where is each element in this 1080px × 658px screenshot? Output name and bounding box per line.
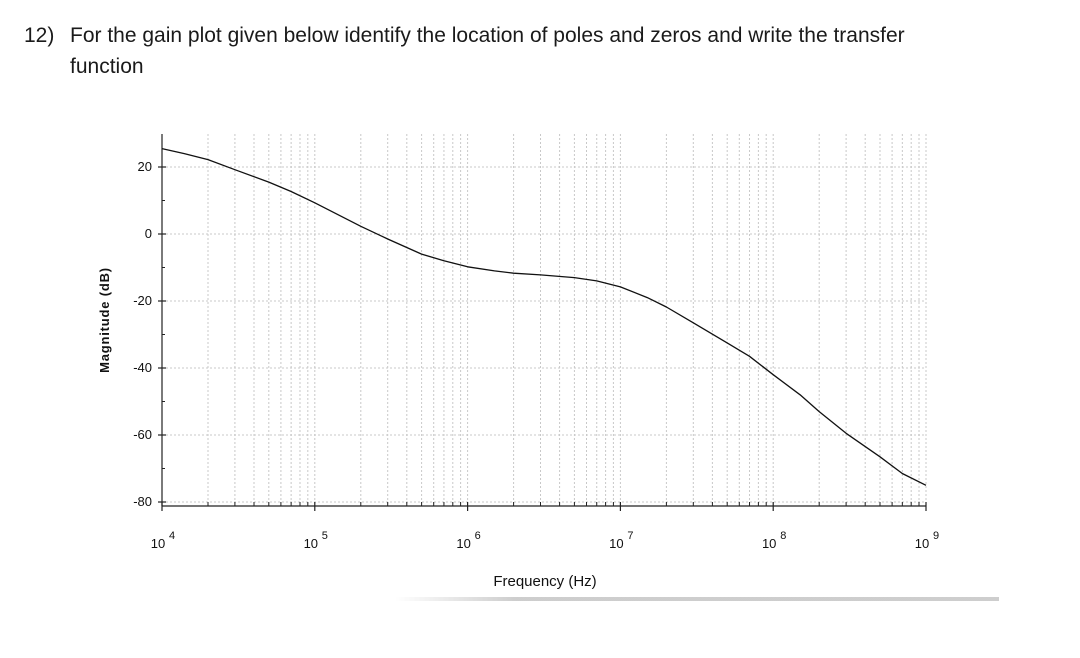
x-tick-label-base: 10	[151, 536, 165, 551]
x-tick-label-exponent: 5	[322, 530, 328, 542]
y-tick-label: -40	[133, 360, 152, 375]
x-tick-label-base: 10	[762, 536, 776, 551]
x-tick-label-base: 10	[609, 536, 623, 551]
y-tick-label: -20	[133, 293, 152, 308]
magnitude-curve	[161, 147, 927, 486]
question-line-1: For the gain plot given below identify t…	[70, 24, 905, 47]
x-tick-label-exponent: 4	[169, 530, 175, 542]
x-tick-label-base: 10	[304, 536, 318, 551]
x-tick-label-exponent: 7	[627, 530, 633, 542]
x-axis-label: Frequency (Hz)	[493, 573, 596, 590]
x-tick-label-exponent: 8	[780, 530, 786, 542]
y-tick-label: -60	[133, 427, 152, 442]
x-tick-label-base: 10	[456, 536, 470, 551]
chart-ticks: 20 0 -20 -40 -60 -80 10 4 10 5 10 6 10 7 10 8 10 9	[133, 159, 939, 551]
page-shadow	[395, 597, 999, 601]
x-tick-label-base: 10	[915, 536, 929, 551]
y-tick-label: 20	[138, 159, 152, 174]
y-tick-label: -80	[133, 494, 152, 509]
question-line-2: function	[70, 55, 144, 78]
y-tick-label: 0	[145, 226, 152, 241]
question-text: 12) For the gain plot given below identif…	[24, 20, 1054, 82]
question-number: 12)	[24, 24, 55, 47]
chart-series	[161, 147, 927, 486]
x-tick-label-exponent: 9	[933, 530, 939, 542]
y-axis-label: Magnitude (dB)	[97, 267, 112, 373]
chart-grid	[161, 134, 927, 506]
x-tick-label-exponent: 6	[475, 530, 481, 542]
chart-axes	[161, 134, 926, 507]
